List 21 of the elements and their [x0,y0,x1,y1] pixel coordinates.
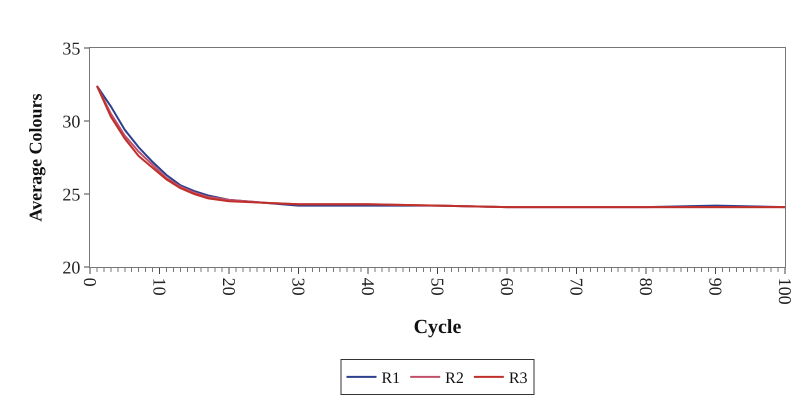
x-tick-label: 30 [288,278,309,296]
x-tick-label: 60 [497,278,518,296]
legend-label: R1 [382,370,400,388]
x-tick-label: 10 [150,278,170,296]
x-tick-label: 50 [428,278,448,296]
x-tick-label: 70 [566,278,587,296]
legend-label: R3 [508,370,528,388]
legend-label: R2 [445,370,464,388]
x-tick-label: 20 [219,278,240,296]
x-axis-title: Cycle [414,316,462,338]
x-tick-label: 80 [636,278,656,296]
line-series [96,84,785,208]
y-tick-label: 35 [62,38,80,58]
y-axis-title: Average Colours [26,93,46,222]
y-tick-label: 20 [62,257,80,278]
x-tick-label: 0 [80,278,100,287]
x-tick-label: 90 [706,278,726,296]
y-tick-label: 25 [62,184,80,204]
y-tick-label: 30 [62,111,80,132]
x-tick-label: 100 [775,278,796,305]
x-tick-label: 40 [358,278,378,296]
